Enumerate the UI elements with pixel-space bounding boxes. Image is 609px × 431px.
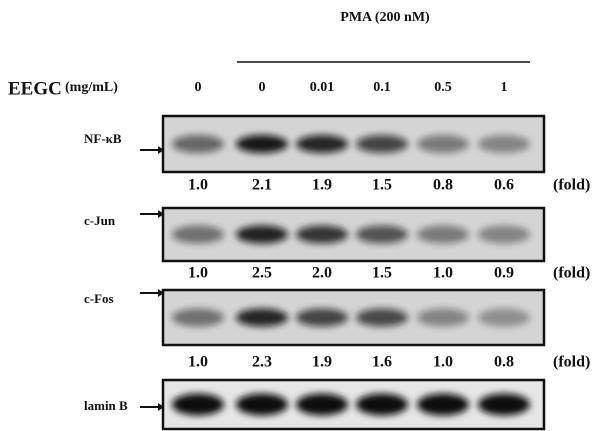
fold-value: 0.6 — [494, 177, 514, 194]
band — [296, 309, 348, 327]
band — [172, 135, 224, 153]
band — [356, 135, 408, 153]
fold-value: 1.6 — [372, 354, 392, 371]
compound-label: EEGC — [8, 78, 62, 99]
band — [236, 394, 288, 416]
western-blot-figure: PMA (200 nM) EEGC (mg/mL) 0 0 0.01 0.1 0.5 1 N… — [0, 0, 609, 431]
band — [296, 135, 348, 153]
fold-value: 1.5 — [372, 265, 392, 282]
band — [356, 394, 408, 416]
fold-value: 2.1 — [252, 177, 272, 194]
band — [236, 309, 288, 327]
concentration: 0 — [259, 80, 266, 95]
band — [478, 394, 530, 416]
protein-label: c-Fos — [84, 291, 114, 306]
unit-label: (mg/mL) — [65, 80, 118, 95]
band — [478, 135, 530, 153]
fold-unit: (fold) — [553, 354, 590, 371]
fold-value: 0.9 — [494, 265, 514, 282]
fold-value: 1.5 — [372, 177, 392, 194]
band — [478, 226, 530, 244]
treatment-label: PMA (200 nM) — [340, 10, 430, 25]
fold-value: 1.0 — [433, 265, 453, 282]
fold-value: 1.0 — [188, 265, 208, 282]
band — [172, 226, 224, 244]
fold-value: 2.0 — [312, 265, 332, 282]
fold-value: 2.5 — [252, 265, 272, 282]
fold-value: 2.3 — [252, 354, 272, 371]
band — [356, 226, 408, 244]
fold-value: 1.0 — [188, 177, 208, 194]
band — [296, 394, 348, 416]
band — [417, 226, 469, 244]
fold-value: 1.0 — [433, 354, 453, 371]
band — [296, 226, 348, 244]
band — [236, 226, 288, 244]
protein-label: c-Jun — [84, 213, 116, 228]
concentration: 0.1 — [373, 80, 391, 95]
band — [417, 394, 469, 416]
band — [236, 135, 288, 153]
fold-unit: (fold) — [553, 177, 590, 194]
band — [172, 394, 224, 416]
concentration: 0.01 — [310, 80, 335, 95]
band — [478, 309, 530, 327]
fold-value: 1.0 — [188, 354, 208, 371]
fold-unit: (fold) — [553, 265, 590, 282]
protein-label: NF-κB — [84, 131, 122, 146]
fold-value: 0.8 — [494, 354, 514, 371]
band — [417, 309, 469, 327]
fold-value: 1.9 — [312, 354, 332, 371]
fold-value: 1.9 — [312, 177, 332, 194]
band — [417, 135, 469, 153]
concentration: 0 — [195, 80, 202, 95]
concentration: 1 — [501, 80, 508, 95]
band — [356, 309, 408, 327]
fold-value: 0.8 — [433, 177, 453, 194]
concentration: 0.5 — [434, 80, 452, 95]
band — [172, 309, 224, 327]
protein-label: lamin B — [84, 398, 128, 413]
